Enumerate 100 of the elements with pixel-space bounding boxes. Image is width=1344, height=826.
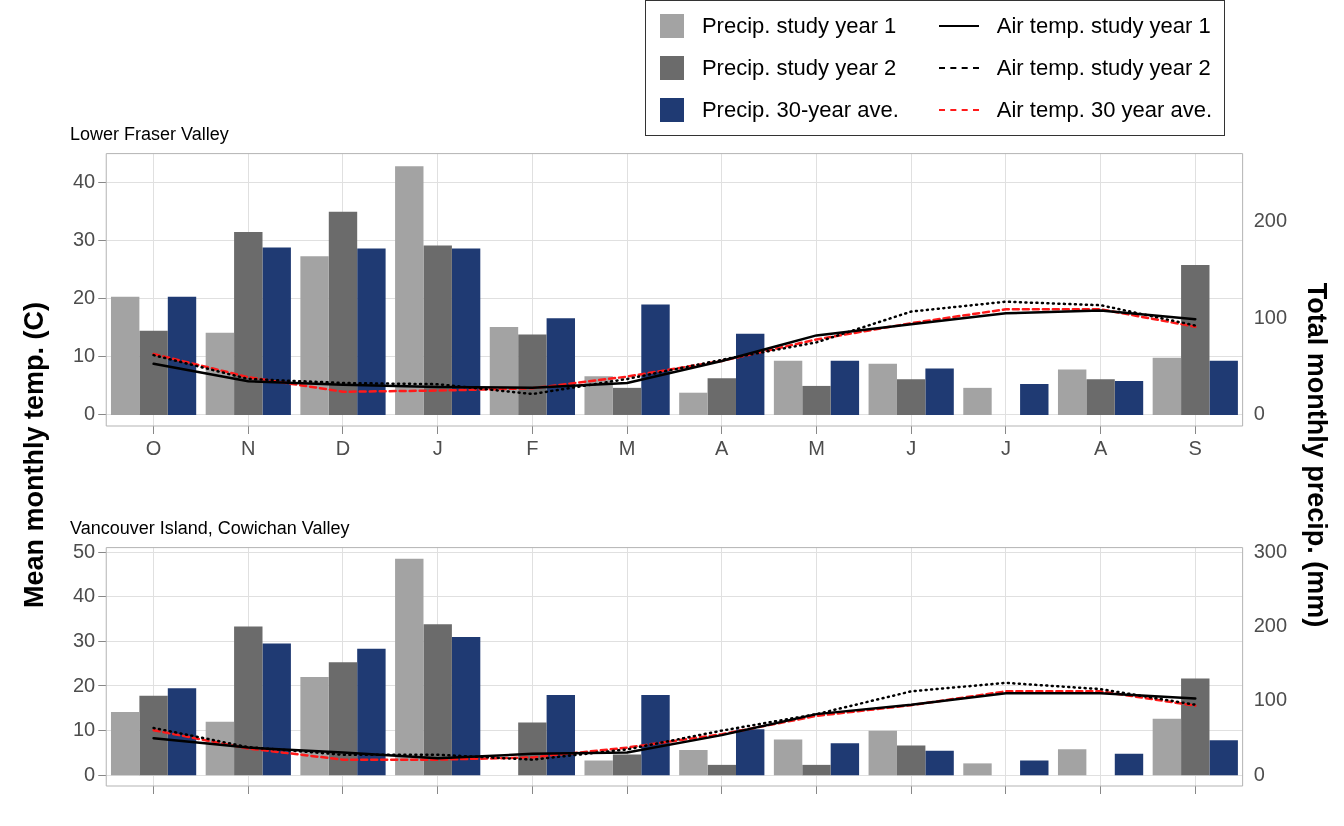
x-tick-label: D bbox=[335, 436, 351, 459]
y-tick-label: 0 bbox=[84, 762, 96, 785]
bar bbox=[357, 248, 386, 415]
bar bbox=[1152, 357, 1182, 415]
y-axis-title: Mean monthly temp. (C) bbox=[18, 301, 50, 609]
x-tick-label: F bbox=[526, 436, 539, 459]
chart-title: Lower Fraser Valley bbox=[70, 123, 229, 144]
bar bbox=[679, 749, 708, 776]
legend-label: Precip. study year 1 bbox=[701, 13, 897, 39]
x-tick-label: M bbox=[618, 436, 636, 459]
bar bbox=[1020, 383, 1049, 415]
bar bbox=[328, 662, 358, 776]
bar bbox=[395, 558, 424, 776]
bar bbox=[802, 385, 831, 415]
y-tick-label: 30 bbox=[73, 228, 96, 251]
bar bbox=[707, 378, 736, 415]
bar bbox=[896, 745, 926, 776]
legend-label: Air temp. study year 2 bbox=[996, 55, 1211, 81]
x-tick-label: O bbox=[145, 436, 162, 459]
y2-tick-label: 100 bbox=[1253, 305, 1288, 328]
x-tick-label: M bbox=[808, 436, 825, 459]
bar bbox=[1020, 760, 1049, 776]
bar bbox=[167, 296, 197, 415]
y-tick-label: 20 bbox=[73, 286, 96, 309]
bar bbox=[1114, 381, 1144, 415]
y-tick-label: 10 bbox=[73, 718, 96, 741]
y-tick-label: 40 bbox=[73, 170, 96, 193]
y-tick-label: 30 bbox=[73, 628, 96, 651]
x-tick-label: J bbox=[432, 436, 443, 459]
bar bbox=[773, 360, 803, 415]
bar bbox=[830, 360, 860, 415]
bar bbox=[167, 688, 197, 776]
y-tick-label: 20 bbox=[73, 673, 96, 696]
bar bbox=[423, 245, 452, 415]
bar bbox=[546, 694, 576, 776]
bar bbox=[234, 626, 263, 776]
bar bbox=[584, 760, 613, 776]
bar bbox=[802, 764, 831, 776]
bar bbox=[830, 743, 860, 776]
bar bbox=[546, 318, 576, 415]
bar bbox=[328, 211, 358, 415]
y2-tick-label: 300 bbox=[1253, 539, 1288, 562]
bar bbox=[205, 332, 235, 415]
y2-tick-label: 200 bbox=[1253, 208, 1288, 231]
bar bbox=[735, 729, 765, 776]
legend-label: Precip. 30-year ave. bbox=[701, 97, 899, 123]
bar bbox=[868, 363, 897, 415]
bar bbox=[896, 379, 926, 415]
bar bbox=[1152, 718, 1182, 776]
bar bbox=[1114, 753, 1144, 776]
x-tick-label: J bbox=[1000, 436, 1011, 459]
bar bbox=[139, 695, 168, 776]
bar bbox=[518, 334, 547, 415]
legend-label: Air temp. 30 year ave. bbox=[996, 97, 1212, 123]
x-tick-label: S bbox=[1188, 436, 1202, 459]
y2-tick-label: 0 bbox=[1253, 762, 1265, 785]
bar bbox=[925, 750, 954, 776]
bar bbox=[300, 677, 329, 776]
bar bbox=[451, 248, 481, 415]
y2-tick-label: 100 bbox=[1253, 688, 1288, 711]
y2-tick-label: 0 bbox=[1253, 402, 1265, 425]
bar bbox=[868, 730, 897, 776]
bar bbox=[1057, 369, 1087, 415]
legend-label: Precip. study year 2 bbox=[701, 55, 897, 81]
bar bbox=[679, 392, 708, 415]
bar bbox=[357, 648, 386, 776]
bar bbox=[1181, 264, 1210, 415]
chart-title: Vancouver Island, Cowichan Valley bbox=[70, 517, 350, 538]
bar bbox=[707, 764, 736, 776]
bar bbox=[925, 368, 954, 415]
x-tick-label: N bbox=[241, 436, 256, 459]
bar bbox=[110, 712, 140, 776]
y2-tick-label: 200 bbox=[1253, 613, 1288, 636]
y-tick-label: 0 bbox=[84, 402, 96, 425]
x-tick-label: A bbox=[715, 436, 730, 459]
bar bbox=[395, 166, 424, 415]
bar bbox=[139, 330, 168, 415]
y2-axis-title: Total monthly precip. (mm) bbox=[1300, 282, 1332, 628]
bar bbox=[110, 296, 140, 415]
legend-label: Air temp. study year 1 bbox=[996, 13, 1211, 39]
bar bbox=[612, 387, 642, 415]
bar bbox=[641, 304, 670, 415]
y-tick-label: 50 bbox=[73, 539, 96, 562]
bar bbox=[963, 387, 992, 415]
bar bbox=[641, 694, 670, 776]
y-tick-label: 40 bbox=[73, 584, 96, 607]
bar bbox=[451, 636, 481, 776]
bar bbox=[262, 247, 291, 415]
bar bbox=[489, 326, 519, 415]
bar bbox=[735, 333, 765, 415]
bar bbox=[963, 763, 992, 776]
bar bbox=[612, 754, 642, 776]
x-tick-label: J bbox=[906, 436, 917, 459]
x-tick-label: A bbox=[1093, 436, 1108, 459]
bar bbox=[234, 232, 263, 415]
bar bbox=[1057, 749, 1087, 776]
bar bbox=[1086, 379, 1115, 415]
bar bbox=[1209, 740, 1238, 776]
bar bbox=[262, 643, 291, 776]
bar bbox=[1181, 678, 1210, 776]
